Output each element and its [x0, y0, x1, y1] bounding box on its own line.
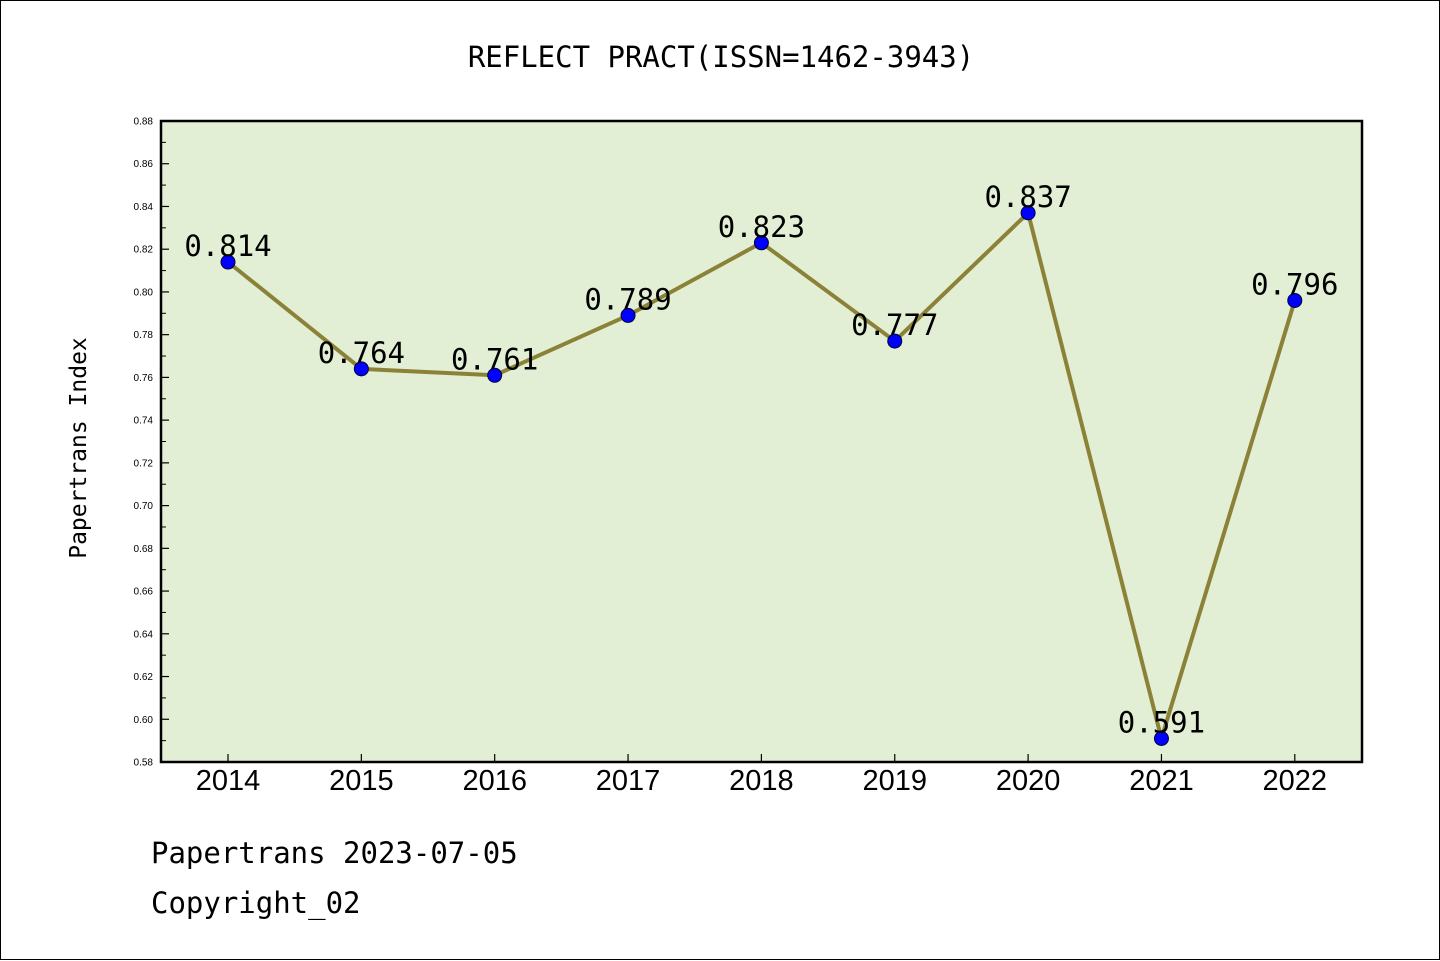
- x-axis: 2014 2015 2016 2017 2018 2019 2020 2021 2022: [196, 754, 1327, 797]
- y-tick-label: 0.78: [134, 330, 154, 341]
- y-axis-label: Papertrans Index: [66, 337, 92, 559]
- y-axis: 0.58 0.60 0.62 0.64 0.66 0.68 0.70 0.72 0.74 0.76…: [134, 117, 169, 769]
- plot-area: [161, 121, 1362, 762]
- data-label-2020: 0.837: [984, 180, 1071, 214]
- y-tick-label: 0.66: [134, 587, 154, 598]
- data-point-2018: [753, 235, 769, 251]
- x-tick-label: 2014: [196, 765, 261, 797]
- data-label-2022: 0.796: [1251, 267, 1338, 301]
- data-labels: 0.814 0.764 0.761 0.789 0.823 0.777 0.837 0.591…: [184, 180, 1338, 740]
- footer-date: Papertrans 2023-07-05: [151, 836, 518, 870]
- x-tick-label: 2019: [862, 765, 927, 797]
- data-label-2017: 0.789: [584, 282, 671, 316]
- y-tick-label: 0.60: [134, 715, 154, 726]
- y-tick-label: 0.68: [134, 544, 154, 555]
- y-tick-label: 0.86: [134, 159, 154, 170]
- y-tick-label: 0.64: [134, 629, 154, 640]
- y-tick-label: 0.88: [134, 117, 154, 128]
- y-tick-label: 0.70: [134, 501, 154, 512]
- x-tick-label: 2017: [596, 765, 661, 797]
- data-label-2014: 0.814: [184, 229, 271, 263]
- x-tick-label: 2016: [462, 765, 527, 797]
- y-tick-label: 0.84: [134, 202, 154, 213]
- data-point-2021: [1153, 730, 1169, 746]
- x-tick-label: 2015: [329, 765, 394, 797]
- y-tick-label: 0.76: [134, 373, 154, 384]
- data-point-2022: [1287, 292, 1303, 308]
- y-tick-label: 0.74: [134, 416, 154, 427]
- data-label-2016: 0.761: [451, 342, 538, 376]
- y-tick-label: 0.72: [134, 458, 154, 469]
- x-tick-label: 2022: [1263, 765, 1328, 797]
- data-label-2018: 0.823: [718, 210, 805, 244]
- data-label-2019: 0.777: [851, 308, 938, 342]
- chart-title: REFLECT PRACT(ISSN=1462-3943): [468, 40, 974, 74]
- x-tick-label: 2018: [729, 765, 794, 797]
- data-point-2015: [353, 361, 369, 377]
- data-point-2017: [620, 307, 636, 323]
- x-tick-label: 2020: [996, 765, 1061, 797]
- data-point-2019: [887, 333, 903, 349]
- y-tick-label: 0.62: [134, 672, 154, 683]
- series-markers: [220, 205, 1303, 746]
- footer-copyright: Copyright_02: [151, 886, 361, 920]
- data-point-2014: [220, 254, 236, 270]
- y-tick-label: 0.80: [134, 287, 154, 298]
- y-tick-label: 0.58: [134, 758, 154, 769]
- data-point-2020: [1020, 205, 1036, 221]
- data-point-2016: [487, 367, 503, 383]
- y-tick-label: 0.82: [134, 245, 154, 256]
- x-tick-label: 2021: [1129, 765, 1194, 797]
- data-label-2021: 0.591: [1118, 705, 1205, 739]
- data-label-2015: 0.764: [318, 336, 405, 370]
- plot-border: [159, 119, 1364, 764]
